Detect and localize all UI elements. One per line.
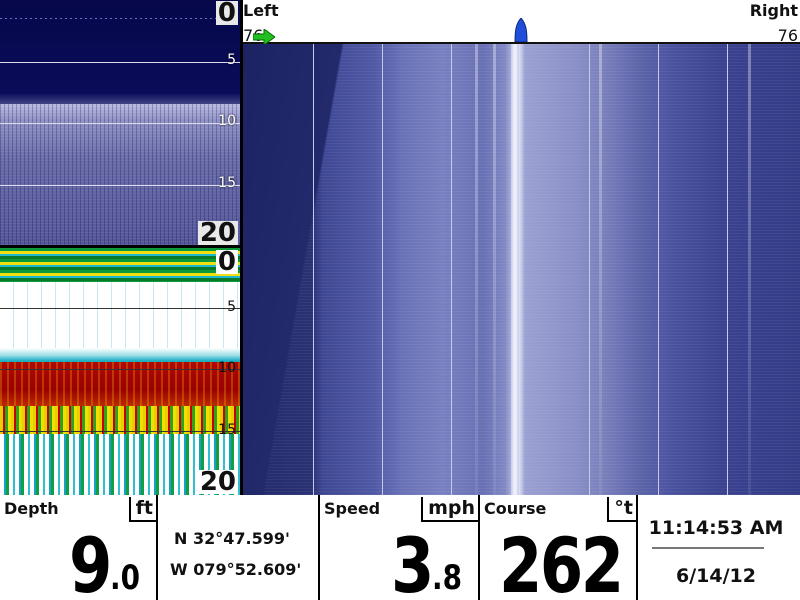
clock-time: 11:14:53 AM: [648, 517, 784, 539]
range-lane-line: [451, 44, 452, 495]
depth-readout: Depth ft 9 .0: [0, 495, 158, 600]
side-imaging-header: Left Right 76 76: [243, 0, 800, 44]
depth-scale-top: 0: [215, 0, 238, 28]
depth-scale-mark: 5: [227, 299, 236, 315]
time-date-separator: [652, 547, 764, 549]
center-nadir-track: [511, 44, 519, 495]
time-date-readout: 11:14:53 AM 6/14/12: [638, 495, 800, 600]
depth-scale-mark: 10: [218, 113, 236, 129]
bottom-texture-streak: [599, 44, 602, 495]
depth-scale-mark: 5: [227, 52, 236, 68]
depth-gridline-5: [0, 308, 240, 309]
depth-gridline-10: [0, 123, 240, 124]
speed-label: Speed: [324, 499, 381, 518]
data-bar: Depth ft 9 .0 N 32°47.599' W 079°52.609'…: [0, 495, 800, 600]
bottom-texture-streak: [475, 44, 478, 495]
side-right-range: 76: [777, 26, 798, 44]
view-divider-vertical: [240, 0, 243, 495]
course-value: 262: [499, 521, 624, 600]
depth-scale-bottom: 20: [197, 467, 238, 495]
depth-scale-mark: 15: [218, 422, 236, 438]
green-arrow-icon[interactable]: [253, 29, 275, 44]
clock-date: 6/14/12: [676, 565, 756, 587]
depth-scale-top: 0: [215, 248, 238, 277]
range-bar: [243, 42, 800, 44]
side-left-title: Left: [243, 1, 279, 20]
course-unit: °t: [607, 497, 636, 522]
side-imaging-view[interactable]: [243, 44, 800, 495]
depth-unit: ft: [128, 497, 156, 522]
speed-value-int: 3: [391, 521, 434, 600]
bottom-texture-streak: [493, 44, 496, 495]
fish-arches: [0, 282, 240, 352]
depth-gridline-5: [0, 62, 240, 63]
depth-scale-bottom: 20: [197, 218, 238, 245]
range-lane-line: [727, 44, 728, 495]
boat-icon: [514, 18, 528, 42]
depth-gridline-15: [0, 431, 240, 432]
course-readout: Course °t 262: [480, 495, 638, 600]
depth-label: Depth: [4, 499, 59, 518]
surface-band: [0, 248, 240, 282]
depth-gridline-10: [0, 369, 240, 370]
down-imaging-view: 0 5 10 15 20: [0, 0, 240, 245]
surface-clutter-line: [0, 18, 240, 19]
bottom-fringe: [0, 348, 240, 366]
depth-value-dec: .0: [110, 558, 140, 598]
side-right-title: Right: [749, 1, 798, 20]
course-label: Course: [484, 499, 547, 518]
depth-gridline-15: [0, 185, 240, 186]
gps-latitude: N 32°47.599': [174, 529, 290, 548]
range-lane-line: [658, 44, 659, 495]
depth-value-int: 9: [69, 521, 112, 600]
sonar-2d-view: 0 5 10 15 20: [0, 248, 240, 495]
speed-value-dec: .8: [432, 558, 462, 598]
range-lane-line: [313, 44, 314, 495]
gps-longitude: W 079°52.609': [170, 560, 302, 579]
bottom-texture-streak: [748, 44, 751, 495]
depth-scale-mark: 10: [218, 360, 236, 376]
speed-unit: mph: [421, 497, 478, 522]
range-lane-line: [589, 44, 590, 495]
range-lane-line: [382, 44, 383, 495]
speed-readout: Speed mph 3 .8: [320, 495, 480, 600]
gps-readout: N 32°47.599' W 079°52.609': [158, 495, 320, 600]
view-divider-horizontal: [0, 245, 240, 248]
depth-scale-mark: 15: [218, 175, 236, 191]
